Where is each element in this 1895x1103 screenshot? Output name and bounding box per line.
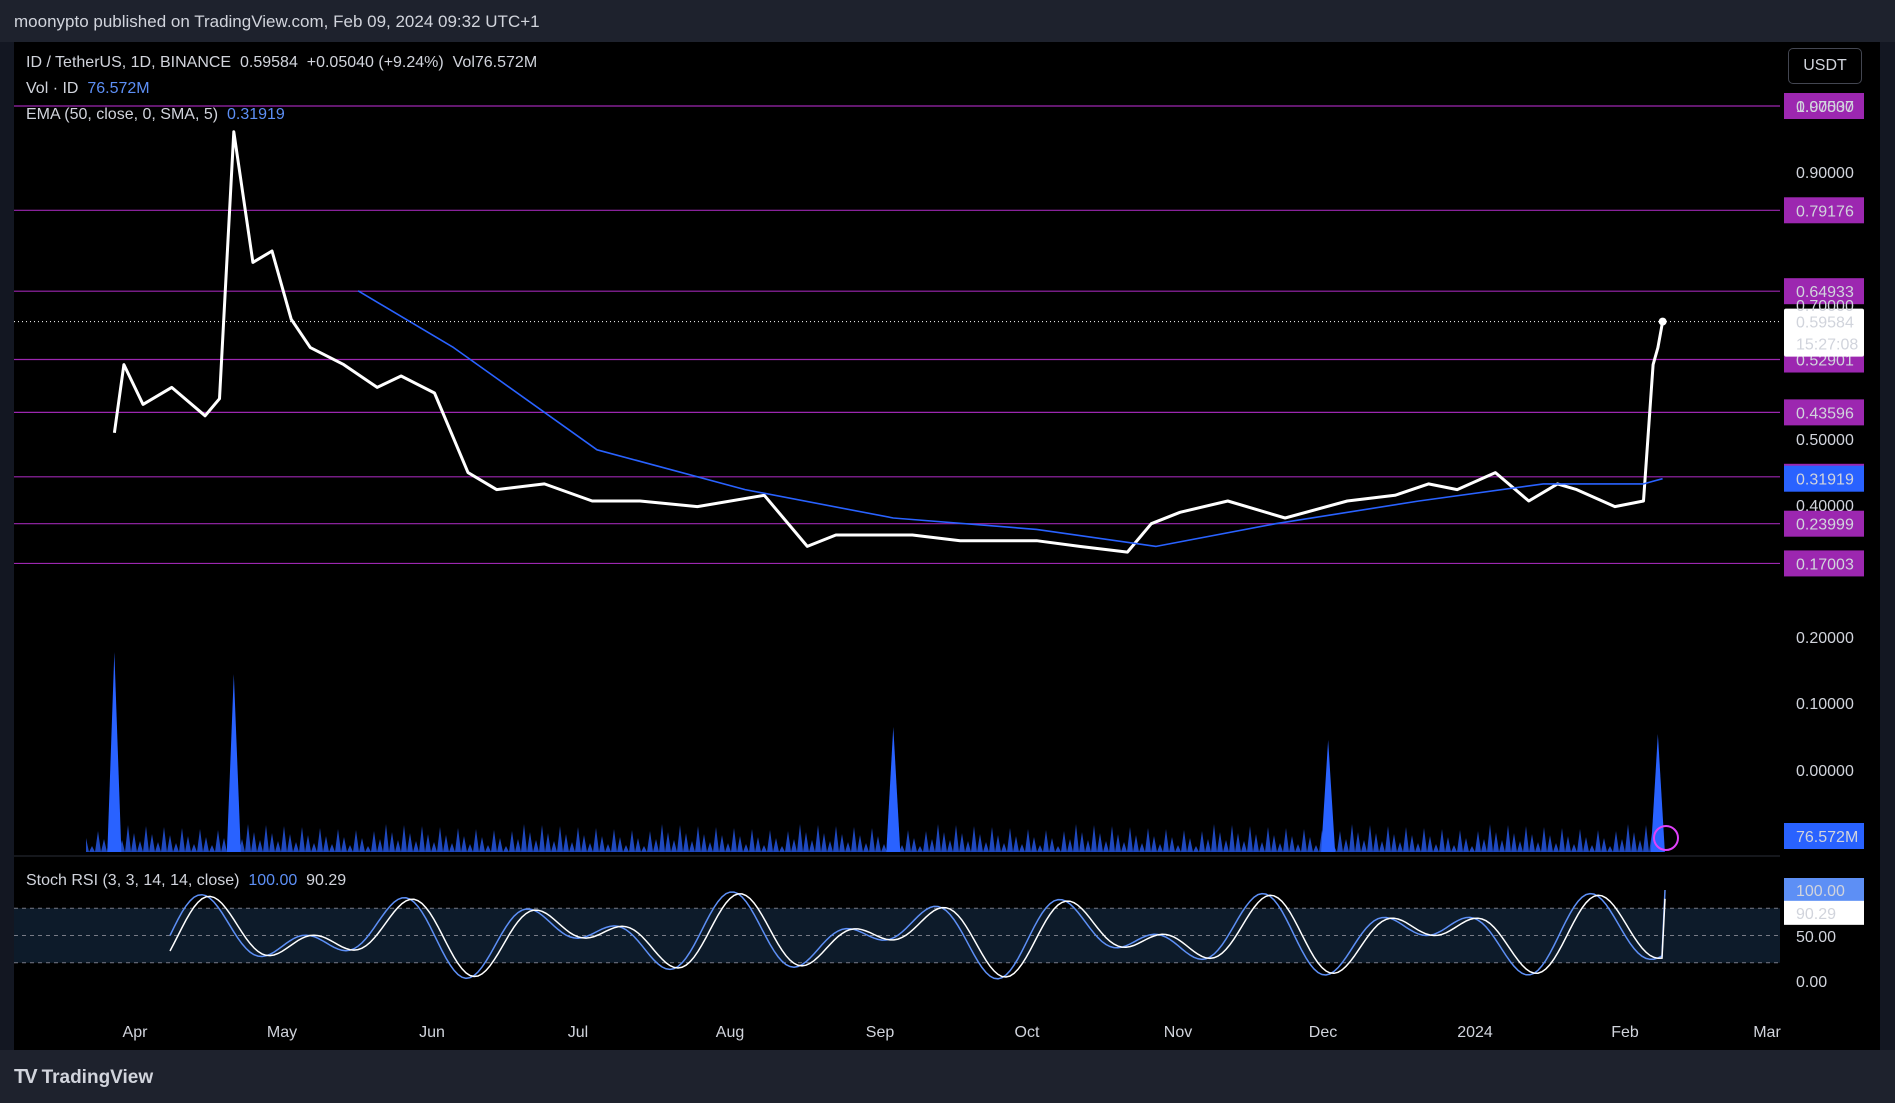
- stoch-k-label-bg: [1784, 878, 1864, 902]
- ema-legend: EMA (50, close, 0, SMA, 5) 0.31919: [26, 106, 285, 124]
- volume-spike: [1650, 734, 1665, 852]
- y-tick-label: 0.10000: [1796, 696, 1854, 713]
- x-tick-label: Oct: [1015, 1024, 1040, 1041]
- x-tick-label: Jul: [568, 1024, 588, 1041]
- price-series-line: [112, 130, 1665, 554]
- level-label: 0.97537: [1796, 99, 1854, 116]
- x-tick-label: Sep: [866, 1024, 895, 1041]
- ema-last-label: 0.31919: [1796, 472, 1854, 489]
- y-tick-label: 0.90000: [1796, 165, 1854, 182]
- x-tick-label: Apr: [123, 1024, 149, 1041]
- stoch-d-last-label: 90.29: [1796, 906, 1836, 923]
- legend-change: +0.05040 (+9.24%): [306, 54, 444, 71]
- stoch-tick-label: 50.00: [1796, 929, 1836, 946]
- symbol-name: ID / TetherUS, 1D, BINANCE: [26, 54, 232, 71]
- volume-legend-label: Vol · ID: [26, 80, 79, 97]
- y-tick-label: 0.70000: [1796, 298, 1854, 315]
- publisher-line: moonypto published on TradingView.com, F…: [14, 12, 540, 31]
- ema-legend-label: EMA (50, close, 0, SMA, 5): [26, 106, 219, 123]
- x-tick-label: Dec: [1309, 1024, 1337, 1041]
- volume-spike: [226, 674, 241, 852]
- publisher-bar: moonypto published on TradingView.com, F…: [0, 0, 1895, 42]
- stoch-legend-label: Stoch RSI (3, 3, 14, 14, close): [26, 872, 240, 889]
- volume-label-bg: [1784, 823, 1864, 849]
- y-tick-label: 1.00000: [1796, 99, 1854, 116]
- symbol-legend: ID / TetherUS, 1D, BINANCE 0.59584 +0.05…: [26, 54, 537, 72]
- stoch-k-value: 100.00: [248, 872, 298, 889]
- x-tick-label: Jun: [419, 1024, 445, 1041]
- legend-vol-label: Vol: [452, 54, 475, 71]
- level-label-bg: [1784, 278, 1864, 305]
- x-tick-label: 2024: [1457, 1024, 1493, 1041]
- last-price-label-bg: [1784, 308, 1864, 357]
- y-tick-label: 0.00000: [1796, 763, 1854, 780]
- tradingview-brand: TradingView: [41, 1066, 154, 1088]
- x-tick-label: May: [267, 1024, 297, 1041]
- tradingview-mark-icon: TV: [14, 1066, 38, 1088]
- stoch-d-value: 90.29: [306, 872, 347, 889]
- stoch-k-last-label: 100.00: [1796, 883, 1845, 900]
- y-tick-label: 0.40000: [1796, 498, 1854, 515]
- x-tick-label: Nov: [1164, 1024, 1192, 1041]
- level-label: 0.23999: [1796, 517, 1854, 534]
- x-tick-label: Mar: [1753, 1024, 1781, 1041]
- volume-legend-value: 76.572M: [87, 80, 150, 97]
- last-price-label: 0.59584: [1796, 315, 1854, 332]
- y-tick-label: 0.20000: [1796, 630, 1854, 647]
- tradingview-logo[interactable]: TV TradingView: [14, 1066, 153, 1089]
- ema-label-bg: [1784, 465, 1864, 492]
- y-tick-label: 0.50000: [1796, 432, 1854, 449]
- volume-spike: [107, 652, 122, 852]
- level-label-bg: [1784, 550, 1864, 577]
- volume-spike: [886, 727, 901, 852]
- level-label-bg: [1784, 197, 1864, 224]
- alert-lightning-icon: [1653, 825, 1679, 851]
- legend-price: 0.59584: [240, 54, 298, 71]
- ema-legend-value: 0.31919: [226, 106, 285, 123]
- level-label: 0.79176: [1796, 203, 1854, 220]
- stoch-legend: Stoch RSI (3, 3, 14, 14, close) 100.00 9…: [26, 872, 346, 890]
- level-label: 0.52901: [1796, 353, 1854, 370]
- level-label: 0.17003: [1796, 556, 1854, 573]
- volume-legend: Vol · ID 76.572M: [26, 80, 150, 98]
- stoch-d-label-bg: [1784, 900, 1864, 925]
- x-tick-label: Aug: [716, 1024, 744, 1041]
- footer-bar: [0, 1050, 1895, 1103]
- ema-series-line: [357, 290, 1663, 548]
- volume-spike: [1321, 740, 1336, 852]
- currency-button[interactable]: USDT: [1788, 48, 1862, 84]
- level-label-bg: [1784, 510, 1864, 537]
- stoch-d-line: [169, 893, 1666, 978]
- stoch-tick-label: 0.00: [1796, 974, 1827, 991]
- volume-last-label: 76.572M: [1796, 829, 1858, 846]
- countdown-label: 15:27:08: [1796, 337, 1858, 354]
- level-label-bg: [1784, 399, 1864, 426]
- legend-vol-value: 76.572M: [474, 54, 538, 71]
- level-label: 0.64933: [1796, 284, 1854, 301]
- stoch-k-line: [169, 889, 1666, 980]
- level-label-bg: [1784, 93, 1864, 119]
- volume-bars: [86, 824, 1661, 852]
- x-tick-label: Feb: [1611, 1024, 1639, 1041]
- level-label: 0.43596: [1796, 405, 1854, 422]
